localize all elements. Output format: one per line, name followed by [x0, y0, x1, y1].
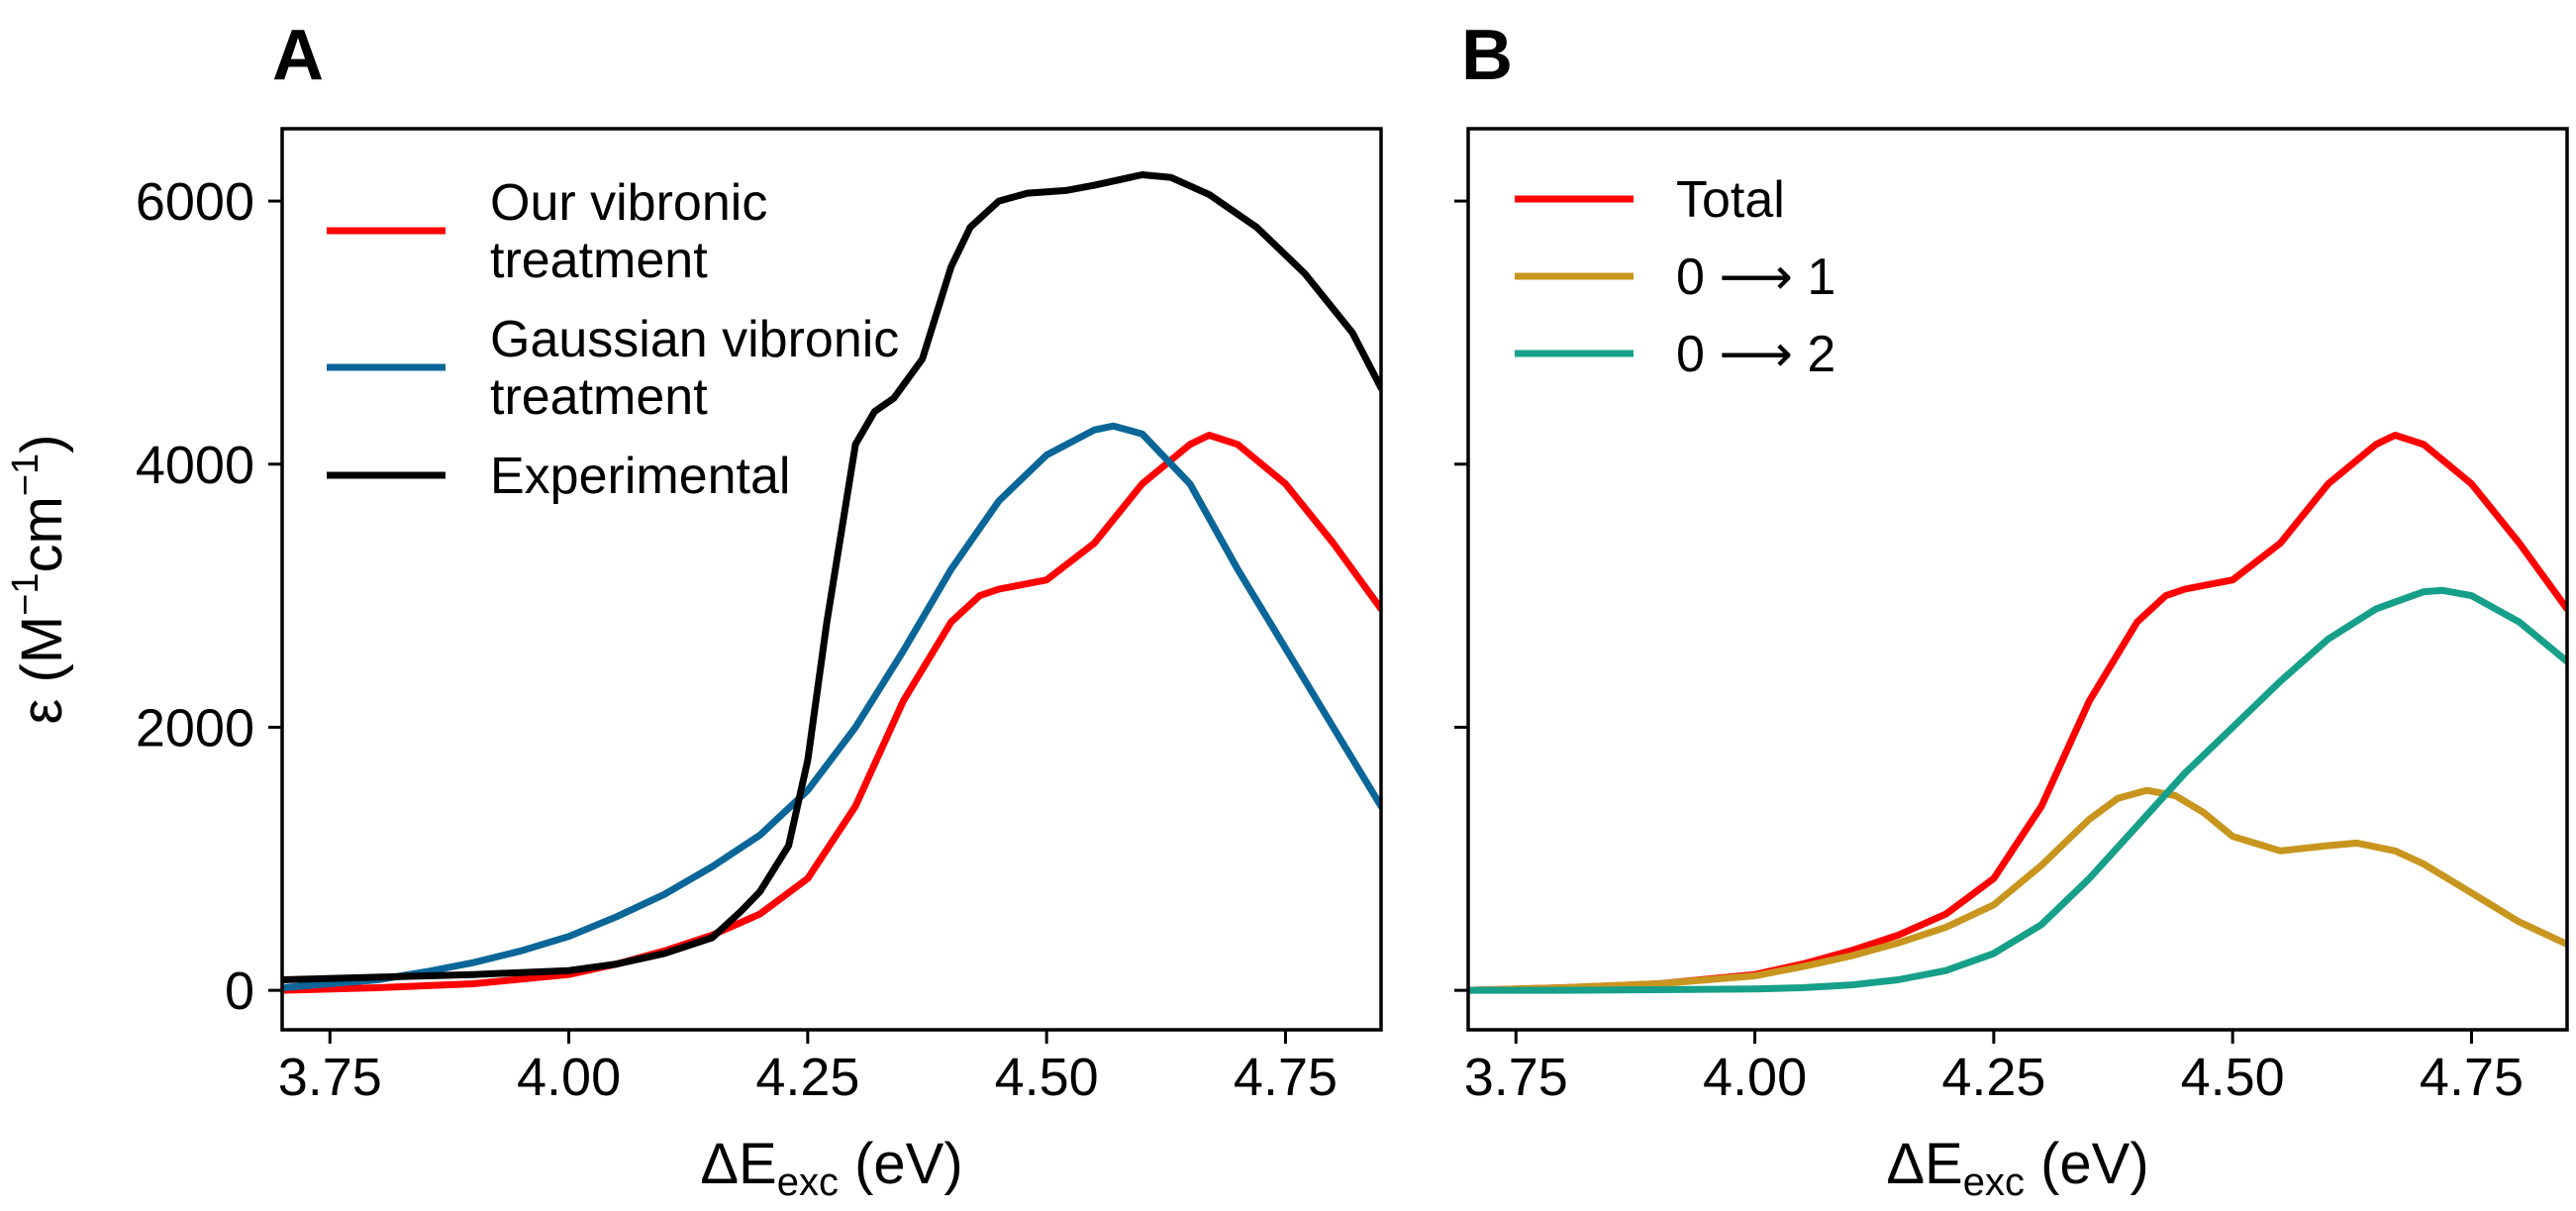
panel-a-x-tick-label: 4.00 — [517, 1048, 621, 1107]
panel-b-series-2-line — [1468, 786, 2567, 994]
panel-a-legend-label-1: Our vibronic — [490, 174, 767, 232]
panel-a-y-ticks: 0 2000 4000 6000 — [136, 172, 282, 1021]
panel-b-plot-frame — [1466, 127, 2569, 1032]
panel-b-x-tick-label: 4.00 — [1703, 1048, 1807, 1107]
panel-b-x-ticks: 3.75 4.00 4.25 4.50 4.75 — [1464, 1030, 2524, 1107]
panel-a-curves — [282, 171, 1381, 994]
panel-a-y-tick-label: 4000 — [136, 436, 254, 495]
panel-b-x-tick-label: 4.50 — [2181, 1048, 2285, 1107]
panel-b-letter: B — [1461, 16, 1513, 95]
panel-b-x-tick-label: 3.75 — [1464, 1048, 1568, 1107]
panel-a-x-tick-label: 3.75 — [278, 1048, 382, 1107]
panel-a-x-tick-label: 4.25 — [755, 1048, 859, 1107]
panel-a-x-ticks: 3.75 4.00 4.25 4.50 4.75 — [278, 1030, 1338, 1107]
panel-b-curves — [1468, 432, 2567, 994]
panel-a-plot-frame — [280, 127, 1383, 1032]
panel-a-x-axis-label: ΔEexc (eV) — [700, 1132, 962, 1204]
panel-b-series-3-line — [1468, 586, 2567, 994]
panel-b-legend-label-1: Total — [1676, 171, 1785, 229]
panel-a-y-tick-label: 6000 — [136, 172, 254, 232]
panel-a-legend-label-3: Experimental — [490, 448, 790, 505]
panel-b: B Total 0 ⟶ 1 0 ⟶ 2 3.75 4.00 4.25 4.50 4.75 Δ… — [1454, 16, 2569, 1204]
panel-b-y-ticks — [1454, 199, 1468, 992]
panel-b-x-tick-label: 4.75 — [2420, 1048, 2524, 1107]
panel-a-series-3-line — [282, 171, 1381, 983]
panel-a-legend-label-2: Gaussian vibronic — [490, 311, 899, 368]
panel-a-series-2-line — [282, 422, 1381, 991]
panel-b-legend: Total 0 ⟶ 1 0 ⟶ 2 — [1515, 171, 1835, 383]
panel-a-letter: A — [272, 16, 324, 95]
panel-a-y-axis-label: ε (M−1cm−1) — [5, 435, 74, 725]
panel-a-y-tick-label: 0 — [225, 961, 254, 1021]
panel-b-x-axis-label: ΔEexc (eV) — [1886, 1132, 2148, 1204]
panel-a-legend-label-2: treatment — [490, 368, 708, 426]
panel-b-x-tick-label: 4.25 — [1941, 1048, 2045, 1107]
panel-b-legend-label-3: 0 ⟶ 2 — [1676, 326, 1835, 383]
panel-b-legend-label-2: 0 ⟶ 1 — [1676, 249, 1835, 306]
panel-a-x-tick-label: 4.75 — [1234, 1048, 1338, 1107]
panel-a-y-tick-label: 2000 — [136, 698, 254, 757]
panel-a-x-tick-label: 4.50 — [995, 1048, 1099, 1107]
panel-a-legend-label-1: treatment — [490, 232, 708, 289]
